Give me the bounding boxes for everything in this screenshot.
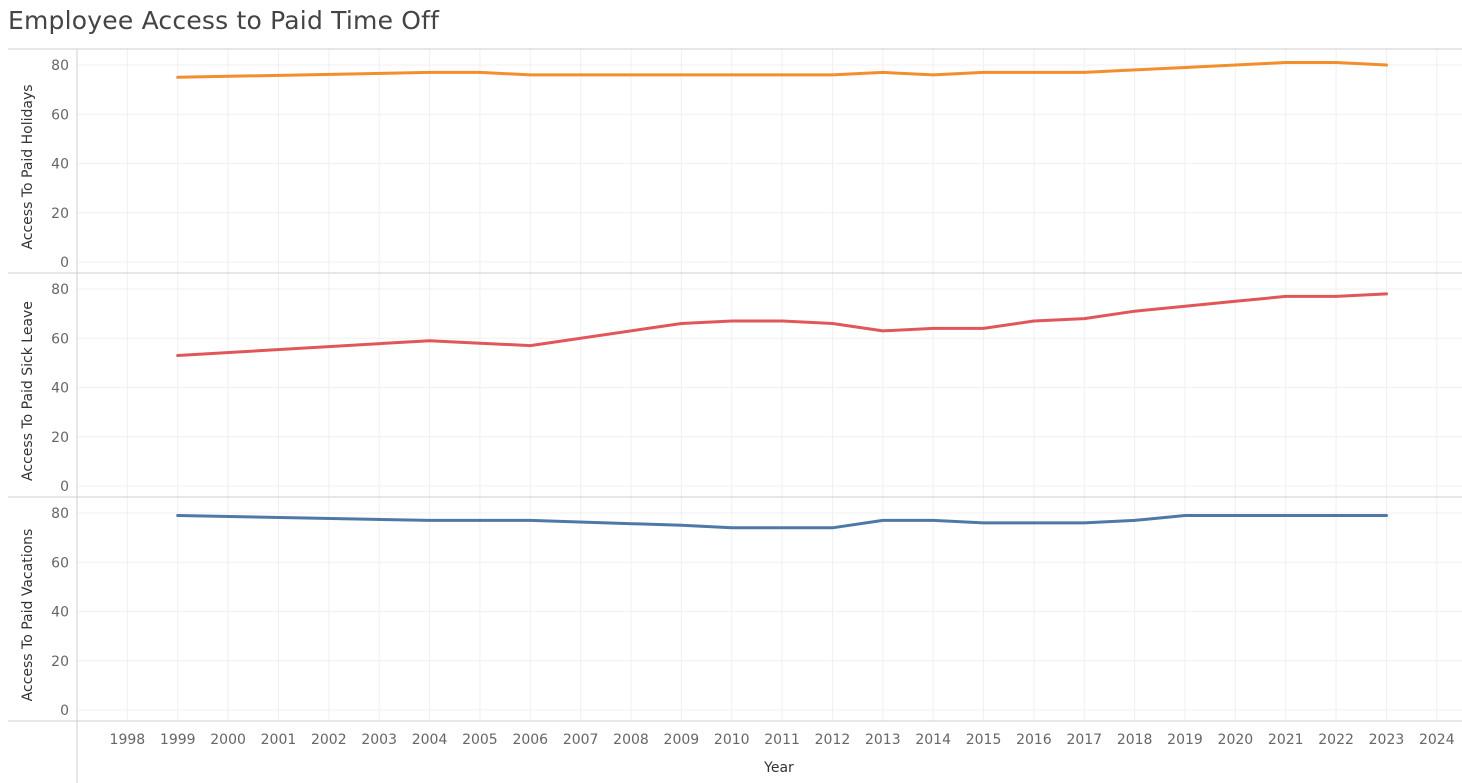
x-tick-label: 2016 bbox=[1016, 732, 1052, 748]
x-tick-label: 2001 bbox=[261, 732, 297, 748]
x-tick-label: 2019 bbox=[1167, 732, 1203, 748]
y-axis-title: Access To Paid Sick Leave bbox=[20, 301, 36, 481]
x-tick-label: 2021 bbox=[1268, 732, 1304, 748]
x-tick-label: 2005 bbox=[462, 732, 498, 748]
y-tick-label: 80 bbox=[51, 58, 69, 74]
y-tick-label: 20 bbox=[51, 430, 69, 446]
series-layer bbox=[176, 61, 1388, 530]
x-tick-label: 2024 bbox=[1419, 732, 1455, 748]
y-tick-label: 60 bbox=[51, 555, 69, 571]
y-tick-label: 80 bbox=[51, 282, 69, 298]
y-axis-title: Access To Paid Vacations bbox=[20, 529, 36, 702]
x-tick-label: 2000 bbox=[210, 732, 246, 748]
y-tick-label: 0 bbox=[60, 255, 69, 271]
y-tick-label: 60 bbox=[51, 107, 69, 123]
x-tick-label: 2002 bbox=[311, 732, 347, 748]
x-tick-label: 2012 bbox=[815, 732, 851, 748]
x-tick-label: 1998 bbox=[110, 732, 146, 748]
x-tick-label: 2006 bbox=[512, 732, 548, 748]
grid-layer bbox=[77, 49, 1462, 721]
x-tick-label: 2023 bbox=[1369, 732, 1405, 748]
x-tick-label: 2020 bbox=[1218, 732, 1254, 748]
chart-title: Employee Access to Paid Time Off bbox=[8, 6, 440, 35]
x-tick-label: 2008 bbox=[613, 732, 649, 748]
x-tick-label: 2010 bbox=[714, 732, 750, 748]
y-tick-label: 0 bbox=[60, 703, 69, 719]
x-tick-label: 2017 bbox=[1066, 732, 1102, 748]
y-tick-label: 20 bbox=[51, 654, 69, 670]
y-tick-label: 0 bbox=[60, 479, 69, 495]
label-layer: 0 20 40 60 80 Access To Paid Holidays 0 20 40 60 8… bbox=[20, 58, 1455, 776]
x-tick-label: 2007 bbox=[563, 732, 599, 748]
series-line bbox=[176, 292, 1388, 357]
series-line bbox=[176, 61, 1388, 79]
x-tick-label: 2004 bbox=[412, 732, 448, 748]
y-axis-title: Access To Paid Holidays bbox=[20, 84, 36, 249]
y-tick-label: 20 bbox=[51, 206, 69, 222]
x-tick-label: 2014 bbox=[915, 732, 951, 748]
x-tick-label: 2018 bbox=[1117, 732, 1153, 748]
x-tick-label: 2013 bbox=[865, 732, 901, 748]
y-tick-label: 40 bbox=[51, 157, 69, 173]
x-tick-label: 2009 bbox=[664, 732, 700, 748]
series-line bbox=[176, 514, 1388, 530]
y-tick-label: 60 bbox=[51, 331, 69, 347]
x-tick-label: 2022 bbox=[1318, 732, 1354, 748]
frame-layer bbox=[8, 48, 1462, 783]
y-tick-label: 80 bbox=[51, 506, 69, 522]
x-tick-label: 2015 bbox=[966, 732, 1002, 748]
x-axis-title: Year bbox=[763, 760, 794, 776]
x-tick-label: 2003 bbox=[361, 732, 397, 748]
y-tick-label: 40 bbox=[51, 381, 69, 397]
x-tick-label: 1999 bbox=[160, 732, 196, 748]
y-tick-label: 40 bbox=[51, 605, 69, 621]
x-tick-label: 2011 bbox=[764, 732, 800, 748]
